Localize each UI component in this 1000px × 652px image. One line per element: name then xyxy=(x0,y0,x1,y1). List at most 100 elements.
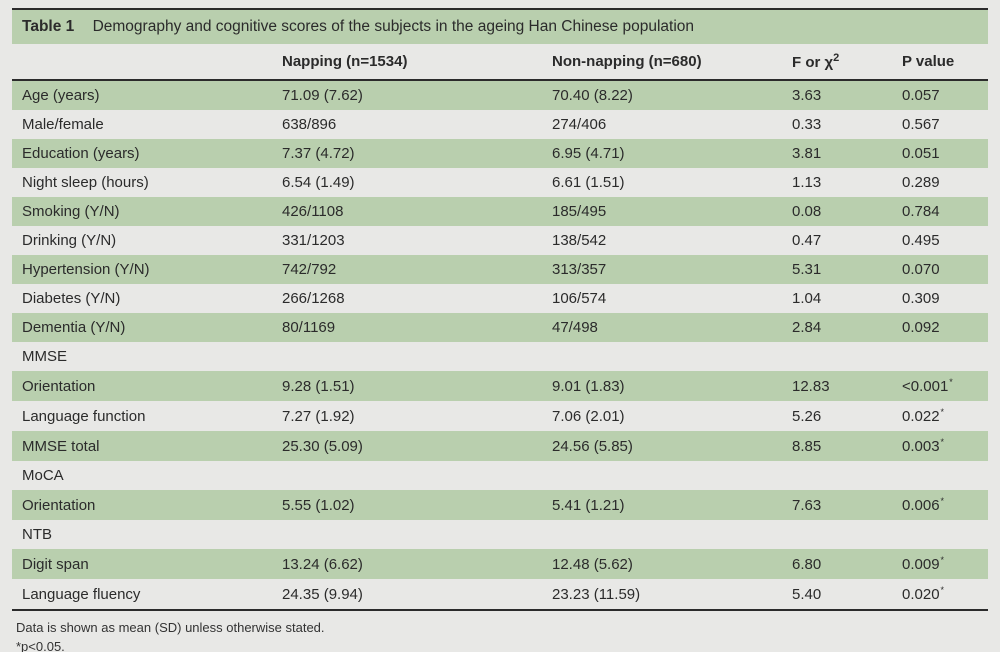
row-cell: 5.41 (1.21) xyxy=(542,490,782,520)
table-header-row: Napping (n=1534) Non-napping (n=680) F o… xyxy=(12,44,988,80)
row-cell: 7.37 (4.72) xyxy=(272,139,542,168)
row-cell: 1.13 xyxy=(782,168,892,197)
row-cell: 638/896 xyxy=(272,110,542,139)
row-label: Orientation xyxy=(12,490,272,520)
footnote-line: *p<0.05. xyxy=(16,638,984,652)
table-footnotes: Data is shown as mean (SD) unless otherw… xyxy=(12,611,988,652)
row-cell xyxy=(542,342,782,371)
col-f-chi: F or χ2 xyxy=(782,44,892,80)
row-cell: 5.31 xyxy=(782,255,892,284)
row-pvalue: 0.009* xyxy=(892,549,988,579)
row-cell: 5.26 xyxy=(782,401,892,431)
table-row: Drinking (Y/N)331/1203138/5420.470.495 xyxy=(12,226,988,255)
row-label: Language fluency xyxy=(12,579,272,609)
row-pvalue: 0.092 xyxy=(892,313,988,342)
row-pvalue: 0.051 xyxy=(892,139,988,168)
page-container: { "table": { "number": "Table 1", "title… xyxy=(0,0,1000,652)
row-pvalue: 0.070 xyxy=(892,255,988,284)
row-label: Orientation xyxy=(12,371,272,401)
chi-squared-superscript: 2 xyxy=(833,52,839,64)
significance-star-icon: * xyxy=(949,377,953,387)
footnote-line: Data is shown as mean (SD) unless otherw… xyxy=(16,619,984,638)
row-cell xyxy=(542,461,782,490)
table-title-row: Table 1 Demography and cognitive scores … xyxy=(12,9,988,44)
row-cell: 80/1169 xyxy=(272,313,542,342)
significance-star-icon: * xyxy=(941,437,945,447)
table-row: MMSE total25.30 (5.09)24.56 (5.85)8.850.… xyxy=(12,431,988,461)
demography-table: Table 1 Demography and cognitive scores … xyxy=(12,8,988,611)
col-napping: Napping (n=1534) xyxy=(272,44,542,80)
row-pvalue xyxy=(892,461,988,490)
row-cell: 138/542 xyxy=(542,226,782,255)
row-label: Diabetes (Y/N) xyxy=(12,284,272,313)
row-cell: 24.35 (9.94) xyxy=(272,579,542,609)
row-cell: 47/498 xyxy=(542,313,782,342)
significance-star-icon: * xyxy=(941,496,945,506)
row-label: MMSE total xyxy=(12,431,272,461)
row-cell: 6.80 xyxy=(782,549,892,579)
row-cell: 7.63 xyxy=(782,490,892,520)
significance-star-icon: * xyxy=(941,555,945,565)
col-pvalue: P value xyxy=(892,44,988,80)
row-cell xyxy=(782,520,892,549)
row-cell: 8.85 xyxy=(782,431,892,461)
table-row: Smoking (Y/N)426/1108185/4950.080.784 xyxy=(12,197,988,226)
row-cell: 5.55 (1.02) xyxy=(272,490,542,520)
row-label: NTB xyxy=(12,520,272,549)
row-label: Hypertension (Y/N) xyxy=(12,255,272,284)
row-cell: 0.33 xyxy=(782,110,892,139)
col-blank xyxy=(12,44,272,80)
table-body: Age (years)71.09 (7.62)70.40 (8.22)3.630… xyxy=(12,80,988,609)
row-cell: 6.54 (1.49) xyxy=(272,168,542,197)
row-cell: 742/792 xyxy=(272,255,542,284)
table-row: MMSE xyxy=(12,342,988,371)
row-label: Dementia (Y/N) xyxy=(12,313,272,342)
row-cell: 274/406 xyxy=(542,110,782,139)
row-cell: 426/1108 xyxy=(272,197,542,226)
row-pvalue: 0.289 xyxy=(892,168,988,197)
row-cell: 70.40 (8.22) xyxy=(542,80,782,110)
row-cell: 1.04 xyxy=(782,284,892,313)
table-title-cell: Table 1 Demography and cognitive scores … xyxy=(12,9,988,44)
row-pvalue: 0.057 xyxy=(892,80,988,110)
row-cell xyxy=(272,342,542,371)
row-cell: 23.23 (11.59) xyxy=(542,579,782,609)
row-label: Smoking (Y/N) xyxy=(12,197,272,226)
row-cell: 9.28 (1.51) xyxy=(272,371,542,401)
row-cell: 25.30 (5.09) xyxy=(272,431,542,461)
row-cell: 3.81 xyxy=(782,139,892,168)
row-label: Male/female xyxy=(12,110,272,139)
row-cell: 12.48 (5.62) xyxy=(542,549,782,579)
row-cell: 6.95 (4.71) xyxy=(542,139,782,168)
table-title-text: Demography and cognitive scores of the s… xyxy=(93,18,694,35)
row-cell: 106/574 xyxy=(542,284,782,313)
table-row: Night sleep (hours)6.54 (1.49)6.61 (1.51… xyxy=(12,168,988,197)
row-cell: 0.47 xyxy=(782,226,892,255)
row-cell: 9.01 (1.83) xyxy=(542,371,782,401)
row-cell: 266/1268 xyxy=(272,284,542,313)
table-row: Education (years)7.37 (4.72)6.95 (4.71)3… xyxy=(12,139,988,168)
row-cell: 6.61 (1.51) xyxy=(542,168,782,197)
table-number: Table 1 xyxy=(22,18,74,35)
row-cell: 3.63 xyxy=(782,80,892,110)
table-row: Hypertension (Y/N)742/792313/3575.310.07… xyxy=(12,255,988,284)
significance-star-icon: * xyxy=(941,407,945,417)
col-f-chi-text: F or χ xyxy=(792,54,833,71)
row-pvalue: 0.022* xyxy=(892,401,988,431)
row-cell: 71.09 (7.62) xyxy=(272,80,542,110)
row-cell: 12.83 xyxy=(782,371,892,401)
row-pvalue: 0.784 xyxy=(892,197,988,226)
table-row: Dementia (Y/N)80/116947/4982.840.092 xyxy=(12,313,988,342)
row-pvalue: 0.567 xyxy=(892,110,988,139)
row-cell: 7.27 (1.92) xyxy=(272,401,542,431)
row-cell: 331/1203 xyxy=(272,226,542,255)
row-pvalue xyxy=(892,342,988,371)
row-pvalue: <0.001* xyxy=(892,371,988,401)
row-label: Night sleep (hours) xyxy=(12,168,272,197)
significance-star-icon: * xyxy=(941,585,945,595)
row-cell xyxy=(782,342,892,371)
col-nonnapping: Non-napping (n=680) xyxy=(542,44,782,80)
row-cell: 0.08 xyxy=(782,197,892,226)
row-pvalue: 0.020* xyxy=(892,579,988,609)
row-cell: 2.84 xyxy=(782,313,892,342)
